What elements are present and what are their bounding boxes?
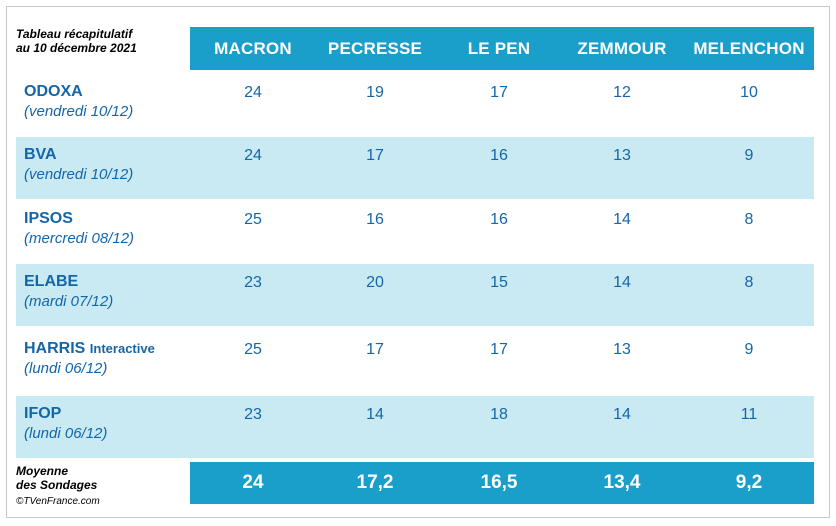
average-macron: 24 [242,472,264,493]
cell-macron: 24 [244,84,262,101]
cell-le-pen: 18 [490,406,508,423]
average-melenchon: 9,2 [735,472,763,493]
column-header-le-pen: LE PEN [467,38,531,58]
poll-date: (mardi 07/12) [24,293,114,310]
cell-pecresse: 17 [366,147,384,164]
average-zemmour: 13,4 [603,472,641,493]
caption-line-1: Tableau récapitulatif [16,27,133,41]
average-label-line-1: Moyenne [16,464,69,478]
average-pecresse: 17,2 [356,472,394,493]
poll-date: (lundi 06/12) [24,425,108,442]
cell-melenchon: 9 [744,341,754,358]
cell-melenchon: 10 [740,84,758,101]
institute-label: IFOP [24,405,62,422]
institute-name: IPSOS [24,209,73,229]
column-header-macron: MACRON [214,38,292,58]
institute-label: ELABE [24,273,79,290]
poll-date: (lundi 06/12) [24,360,108,377]
header-band [190,27,814,70]
cell-le-pen: 17 [490,341,508,358]
table-frame [6,6,830,518]
cell-le-pen: 17 [490,84,508,101]
average-label: Moyenne des Sondages [16,464,97,492]
cell-le-pen: 16 [490,211,508,228]
cell-macron: 23 [244,274,262,291]
table-row-elabe: ELABE (mardi 07/12) 23 20 15 14 8 [16,264,814,326]
cell-zemmour: 12 [613,84,631,101]
cell-zemmour: 14 [613,274,631,291]
table-row-bva: BVA (vendredi 10/12) 24 17 16 13 9 [16,137,814,199]
cell-macron: 25 [244,341,262,358]
cell-le-pen: 16 [490,147,508,164]
table-row-ipsos: IPSOS (mercredi 08/12) 25 16 16 14 8 [16,201,814,263]
institute-name: IFOP [24,404,61,424]
institute-name: HARRIS Interactive [24,339,155,359]
table-row-harris: HARRIS Interactive (lundi 06/12) 25 17 1… [16,331,814,393]
cell-melenchon: 8 [744,274,754,291]
cell-macron: 23 [244,406,262,423]
cell-zemmour: 14 [613,406,631,423]
copyright-credit: ©TVenFrance.com [16,496,100,507]
average-label-line-2: des Sondages [16,478,98,492]
cell-pecresse: 20 [366,274,384,291]
poll-date: (vendredi 10/12) [24,103,134,120]
institute-label: IPSOS [24,210,73,227]
cell-macron: 24 [244,147,262,164]
institute-name: ODOXA [24,82,83,102]
cell-pecresse: 14 [366,406,384,423]
institute-label: ODOXA [24,83,83,100]
cell-melenchon: 9 [744,147,754,164]
caption-line-2: au 10 décembre 2021 [16,41,137,55]
column-header-pecresse: PECRESSE [327,38,423,58]
cell-melenchon: 8 [744,211,754,228]
average-band [190,462,814,504]
institute-label: BVA [24,146,57,163]
column-header-zemmour: ZEMMOUR [577,38,667,58]
table-row-odoxa: ODOXA (vendredi 10/12) 24 19 17 12 10 [16,74,814,136]
poll-date: (vendredi 10/12) [24,166,134,183]
institute-label: HARRIS [24,340,86,357]
cell-pecresse: 19 [366,84,384,101]
cell-pecresse: 16 [366,211,384,228]
cell-zemmour: 13 [613,147,631,164]
institute-name: ELABE [24,272,78,292]
institute-suffix: Interactive [89,341,155,356]
cell-le-pen: 15 [490,274,508,291]
cell-zemmour: 13 [613,341,631,358]
average-le-pen: 16,5 [480,472,518,493]
cell-melenchon: 11 [740,406,758,423]
table-row-ifop: IFOP (lundi 06/12) 23 14 18 14 11 [16,396,814,458]
poll-date: (mercredi 08/12) [24,230,135,247]
column-header-melenchon: MELENCHON [693,38,805,58]
cell-pecresse: 17 [366,341,384,358]
cell-macron: 25 [244,211,262,228]
cell-zemmour: 14 [613,211,631,228]
institute-name: BVA [24,145,57,165]
table-caption: Tableau récapitulatif au 10 décembre 202… [16,27,137,55]
